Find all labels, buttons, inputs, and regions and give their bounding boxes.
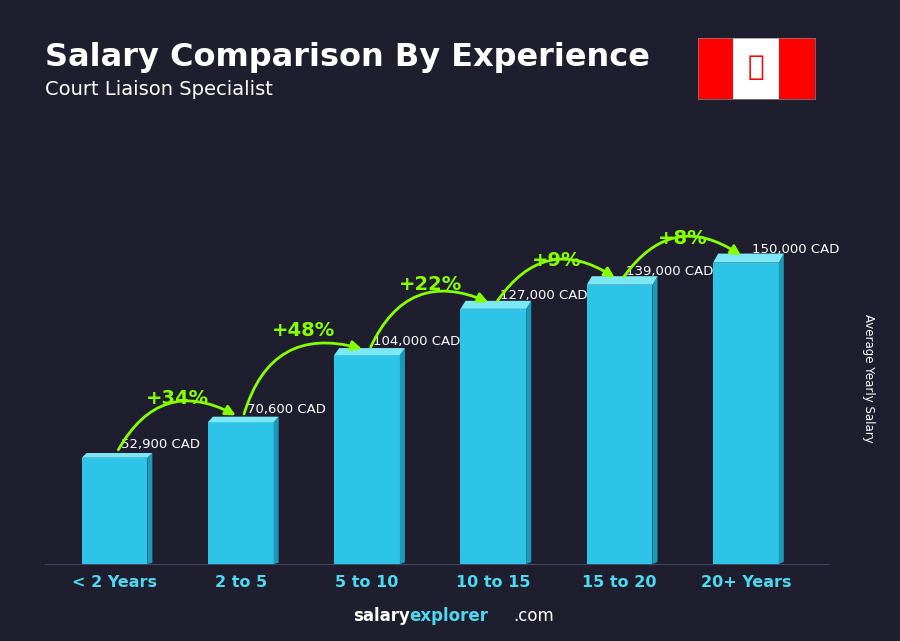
Text: Salary Comparison By Experience: Salary Comparison By Experience <box>45 42 650 72</box>
Text: Court Liaison Specialist: Court Liaison Specialist <box>45 80 273 99</box>
Text: 104,000 CAD: 104,000 CAD <box>374 335 461 349</box>
Polygon shape <box>526 301 531 564</box>
Polygon shape <box>652 276 658 564</box>
Polygon shape <box>587 276 658 285</box>
Text: +22%: +22% <box>399 275 462 294</box>
Text: explorer: explorer <box>410 607 489 625</box>
Polygon shape <box>208 422 274 564</box>
Polygon shape <box>148 453 152 564</box>
Text: +8%: +8% <box>658 229 707 248</box>
Text: salary: salary <box>353 607 410 625</box>
Text: +48%: +48% <box>273 321 336 340</box>
Polygon shape <box>82 453 152 458</box>
Polygon shape <box>274 417 279 564</box>
Text: 🍁: 🍁 <box>748 53 764 81</box>
Polygon shape <box>698 38 733 99</box>
Polygon shape <box>779 38 814 99</box>
Text: 52,900 CAD: 52,900 CAD <box>121 438 200 451</box>
Text: 139,000 CAD: 139,000 CAD <box>626 265 714 278</box>
Text: 127,000 CAD: 127,000 CAD <box>500 289 587 302</box>
Polygon shape <box>334 348 405 355</box>
Polygon shape <box>208 417 279 422</box>
Text: 70,600 CAD: 70,600 CAD <box>248 403 326 415</box>
Polygon shape <box>461 309 526 564</box>
Polygon shape <box>587 285 652 564</box>
Polygon shape <box>334 355 400 564</box>
Polygon shape <box>82 458 148 564</box>
Text: +9%: +9% <box>532 251 581 270</box>
Polygon shape <box>778 254 784 564</box>
Polygon shape <box>733 38 779 99</box>
Polygon shape <box>713 254 784 263</box>
Polygon shape <box>461 301 531 309</box>
Text: +34%: +34% <box>146 388 209 408</box>
Text: .com: .com <box>513 607 554 625</box>
Text: 150,000 CAD: 150,000 CAD <box>752 243 840 256</box>
Text: Average Yearly Salary: Average Yearly Salary <box>862 314 875 442</box>
Polygon shape <box>713 263 778 564</box>
Polygon shape <box>400 348 405 564</box>
